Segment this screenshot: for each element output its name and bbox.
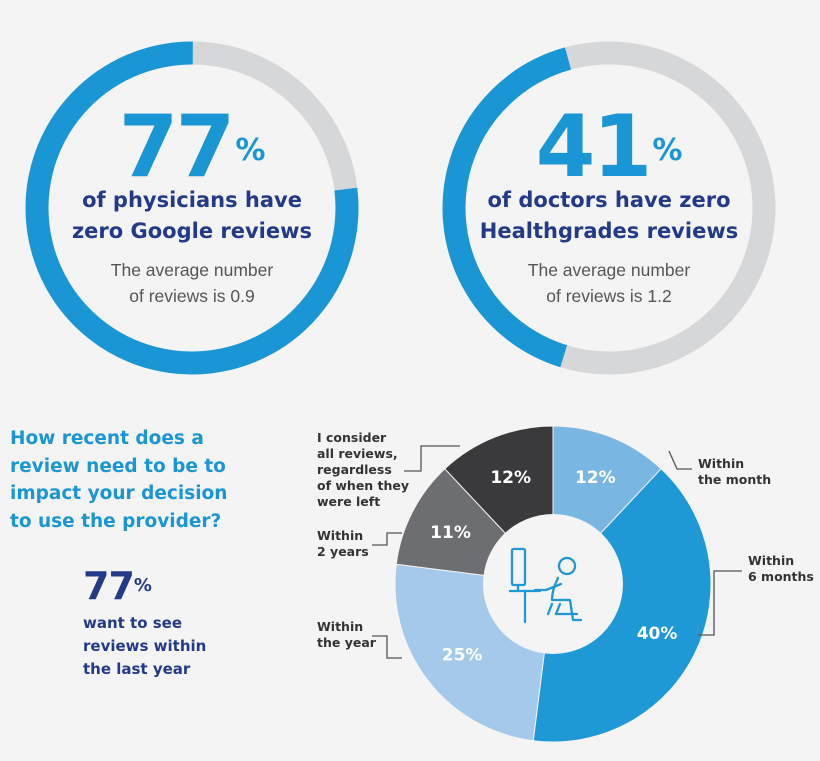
question-line: to use the provider?: [10, 510, 222, 532]
sub-line: of reviews is 0.9: [129, 286, 255, 306]
highlight-line: want to see: [83, 614, 183, 632]
label-line: regardless: [317, 462, 392, 477]
ring-fill: [25, 41, 359, 375]
leader-lines: [372, 445, 742, 659]
label-within-2-years: Within 2 years: [317, 528, 369, 560]
label-line: all reviews,: [317, 446, 398, 461]
slice-value-label: 12%: [490, 468, 531, 488]
label-line: were left: [317, 494, 381, 509]
stat-google-number: 77%: [92, 104, 292, 190]
highlight-text: want to see reviews within the last year: [83, 612, 243, 681]
label-line: I consider: [317, 430, 387, 445]
ring-gauge-healthgrades: [442, 41, 776, 375]
stat-google-value: 77: [118, 97, 236, 197]
highlight-stat: 77%: [83, 566, 152, 606]
sub-line: The average number: [110, 260, 274, 280]
survey-question: How recent does a review need to be to i…: [10, 425, 250, 535]
headline-line: zero Google reviews: [71, 219, 313, 243]
ring-gauge-google: [25, 41, 359, 375]
highlight-value: 77: [83, 564, 135, 608]
label-within-year: Within the year: [317, 619, 376, 651]
highlight-unit: %: [133, 575, 152, 596]
label-line: Within: [317, 528, 364, 543]
question-line: review need to be to: [10, 455, 226, 477]
donut-center: [483, 514, 623, 654]
leader-line-all-reviews: [404, 445, 460, 472]
leader-line-within-year: [372, 635, 402, 659]
slice-value-label: 12%: [575, 468, 616, 488]
stat-healthgrades-number: 41%: [509, 104, 709, 190]
slice-value-label: 40%: [637, 624, 678, 644]
leader-line-within-month: [668, 450, 692, 470]
headline-line: of doctors have zero: [487, 188, 731, 212]
label-line: the year: [317, 635, 376, 650]
question-line: How recent does a: [10, 428, 204, 449]
stat-google-sub: The average number of reviews is 0.9: [52, 257, 332, 309]
headline-line: Healthgrades reviews: [479, 219, 739, 243]
leader-line-within-6-months: [698, 570, 742, 636]
person-at-computer-icon: [508, 547, 583, 624]
stat-healthgrades-unit: %: [652, 133, 683, 168]
stat-google-headline: of physicians have zero Google reviews: [52, 185, 332, 247]
donut-slice: [532, 468, 712, 743]
slice-value-label: 11%: [430, 523, 471, 543]
stat-google-unit: %: [235, 133, 266, 168]
label-line: Within: [748, 553, 795, 568]
stat-healthgrades-value: 41: [535, 97, 653, 197]
headline-line: of physicians have: [82, 188, 302, 212]
label-line: Within: [317, 619, 364, 634]
label-line: 6 months: [748, 569, 814, 584]
slice-value-label: 25%: [442, 645, 483, 665]
ring-fill: [442, 41, 776, 375]
highlight-line: the last year: [83, 660, 191, 678]
leader-line-within-2-years: [372, 532, 402, 546]
label-all-reviews: I consider all reviews, regardless of wh…: [317, 430, 409, 510]
label-line: the month: [698, 472, 772, 487]
label-line: 2 years: [317, 544, 369, 559]
sub-line: of reviews is 1.2: [546, 286, 672, 306]
stat-healthgrades-headline: of doctors have zero Healthgrades review…: [469, 185, 749, 247]
label-within-month: Within the month: [698, 456, 771, 488]
question-line: impact your decision: [10, 483, 228, 504]
highlight-line: reviews within: [83, 637, 207, 655]
sub-line: The average number: [527, 260, 691, 280]
stat-healthgrades-sub: The average number of reviews is 1.2: [469, 257, 749, 309]
label-line: Within: [698, 456, 745, 471]
label-line: of when they: [317, 478, 410, 493]
label-within-6-months: Within 6 months: [748, 553, 814, 585]
